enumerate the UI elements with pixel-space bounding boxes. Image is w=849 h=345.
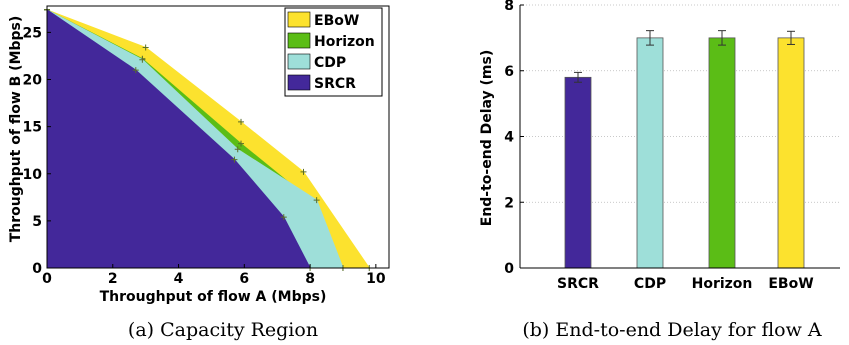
marker-ebow-2 xyxy=(238,118,245,125)
y-tick-label-a: 25 xyxy=(23,25,42,41)
delay-bar-chart: SRCR CDP Horizon EBoW 0 2 4 6 8 End-to-end Dela… xyxy=(479,0,840,341)
bars-group: SRCR CDP Horizon EBoW xyxy=(557,30,814,292)
caption-b: (b) End-to-end Delay for flow A xyxy=(522,319,822,341)
bar-srcr xyxy=(564,76,592,269)
y-tick-label-b: 4 xyxy=(504,130,514,146)
marker-cdp-1 xyxy=(139,56,146,63)
marker-srcr-2 xyxy=(231,156,238,163)
legend-swatch-cdp xyxy=(287,53,311,70)
bar-cdp xyxy=(636,37,664,269)
capacity-region-chart: 0 2 4 6 8 10 0 5 10 15 20 25 Throughput of flow A (… xyxy=(8,5,390,341)
y-tick-label-a: 0 xyxy=(32,261,42,277)
y-tick-label-b: 0 xyxy=(504,261,514,277)
legend-swatch-horizon xyxy=(287,32,311,49)
bar-ebow xyxy=(777,37,805,269)
legend-label-ebow: EBoW xyxy=(314,13,359,29)
y-tick-label-a: 10 xyxy=(23,167,43,183)
y-axis-label-b: End-to-end Delay (ms) xyxy=(479,50,495,227)
x-tick-label-a: 8 xyxy=(305,271,315,287)
legend-label-horizon: Horizon xyxy=(314,34,375,50)
caption-a: (a) Capacity Region xyxy=(128,319,318,341)
ticks-a: 0 2 4 6 8 10 0 5 10 15 20 25 xyxy=(23,25,386,287)
marker-ebow-1 xyxy=(142,44,149,51)
x-tick-label-horizon: Horizon xyxy=(692,276,753,292)
y-tick-label-b: 2 xyxy=(504,195,514,211)
legend-swatch-srcr xyxy=(287,74,311,91)
x-tick-label-cdp: CDP xyxy=(634,276,666,292)
y-tick-label-b: 8 xyxy=(504,0,514,14)
axes-a xyxy=(46,5,390,269)
x-tick-label-ebow: EBoW xyxy=(768,276,813,292)
x-tick-label-a: 10 xyxy=(366,271,386,287)
y-tick-label-a: 20 xyxy=(23,73,43,89)
marker-srcr-1 xyxy=(132,67,139,74)
bar-horizon xyxy=(708,37,736,269)
x-tick-label-a: 0 xyxy=(42,271,52,287)
gridlines-b xyxy=(520,4,840,203)
area-srcr xyxy=(46,8,311,269)
x-tick-label-srcr: SRCR xyxy=(557,276,599,292)
y-tick-label-a: 15 xyxy=(23,120,42,136)
x-tick-label-a: 2 xyxy=(108,271,118,287)
area-series-group xyxy=(44,6,373,271)
marker-cdp-2 xyxy=(234,146,241,153)
marker-cdp-3 xyxy=(313,197,320,204)
legend-swatch-ebow xyxy=(287,11,311,28)
legend-label-srcr: SRCR xyxy=(314,76,356,92)
marker-srcr-3 xyxy=(280,214,287,221)
marker-ebow-3 xyxy=(300,168,307,175)
y-tick-label-a: 5 xyxy=(32,214,42,230)
x-axis-label-a: Throughput of flow A (Mbps) xyxy=(100,289,327,305)
ticks-b: 0 2 4 6 8 xyxy=(504,0,524,277)
marker-horizon-2 xyxy=(238,140,245,147)
legend: EBoW Horizon CDP SRCR xyxy=(284,7,383,97)
legend-label-cdp: CDP xyxy=(314,55,346,71)
y-axis-label-a: Throughput of flow B (Mbps) xyxy=(8,16,24,243)
x-tick-label-a: 4 xyxy=(174,271,184,287)
y-tick-label-b: 6 xyxy=(504,64,514,80)
x-tick-label-a: 6 xyxy=(239,271,249,287)
plot-frame-a xyxy=(46,5,390,269)
